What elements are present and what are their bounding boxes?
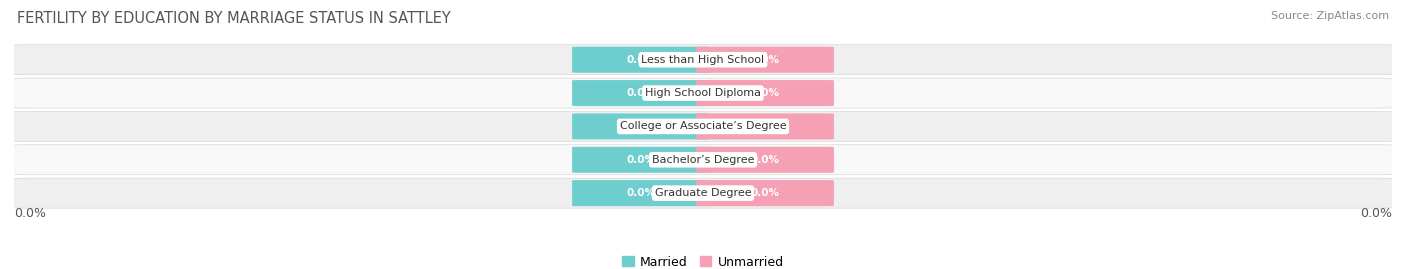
FancyBboxPatch shape (696, 180, 834, 206)
Text: 0.0%: 0.0% (627, 188, 655, 198)
Legend: Married, Unmarried: Married, Unmarried (617, 251, 789, 269)
FancyBboxPatch shape (7, 45, 1399, 75)
Text: Source: ZipAtlas.com: Source: ZipAtlas.com (1271, 11, 1389, 21)
Text: College or Associate’s Degree: College or Associate’s Degree (620, 121, 786, 132)
FancyBboxPatch shape (7, 111, 1399, 141)
Text: FERTILITY BY EDUCATION BY MARRIAGE STATUS IN SATTLEY: FERTILITY BY EDUCATION BY MARRIAGE STATU… (17, 11, 450, 26)
Text: 0.0%: 0.0% (14, 207, 46, 220)
FancyBboxPatch shape (696, 47, 834, 73)
Text: 0.0%: 0.0% (751, 155, 779, 165)
FancyBboxPatch shape (7, 178, 1399, 208)
FancyBboxPatch shape (696, 147, 834, 173)
Text: 0.0%: 0.0% (751, 188, 779, 198)
FancyBboxPatch shape (572, 147, 710, 173)
Text: 0.0%: 0.0% (751, 88, 779, 98)
FancyBboxPatch shape (696, 114, 834, 139)
FancyBboxPatch shape (572, 47, 710, 73)
FancyBboxPatch shape (572, 114, 710, 139)
Text: 0.0%: 0.0% (627, 155, 655, 165)
Text: 0.0%: 0.0% (627, 55, 655, 65)
FancyBboxPatch shape (7, 78, 1399, 108)
Text: Less than High School: Less than High School (641, 55, 765, 65)
Text: Graduate Degree: Graduate Degree (655, 188, 751, 198)
Text: High School Diploma: High School Diploma (645, 88, 761, 98)
Text: Bachelor’s Degree: Bachelor’s Degree (652, 155, 754, 165)
Text: 0.0%: 0.0% (751, 121, 779, 132)
Text: 0.0%: 0.0% (627, 121, 655, 132)
FancyBboxPatch shape (7, 145, 1399, 175)
Text: 0.0%: 0.0% (627, 88, 655, 98)
FancyBboxPatch shape (572, 180, 710, 206)
Text: 0.0%: 0.0% (1360, 207, 1392, 220)
Text: 0.0%: 0.0% (751, 55, 779, 65)
FancyBboxPatch shape (696, 80, 834, 106)
FancyBboxPatch shape (572, 80, 710, 106)
